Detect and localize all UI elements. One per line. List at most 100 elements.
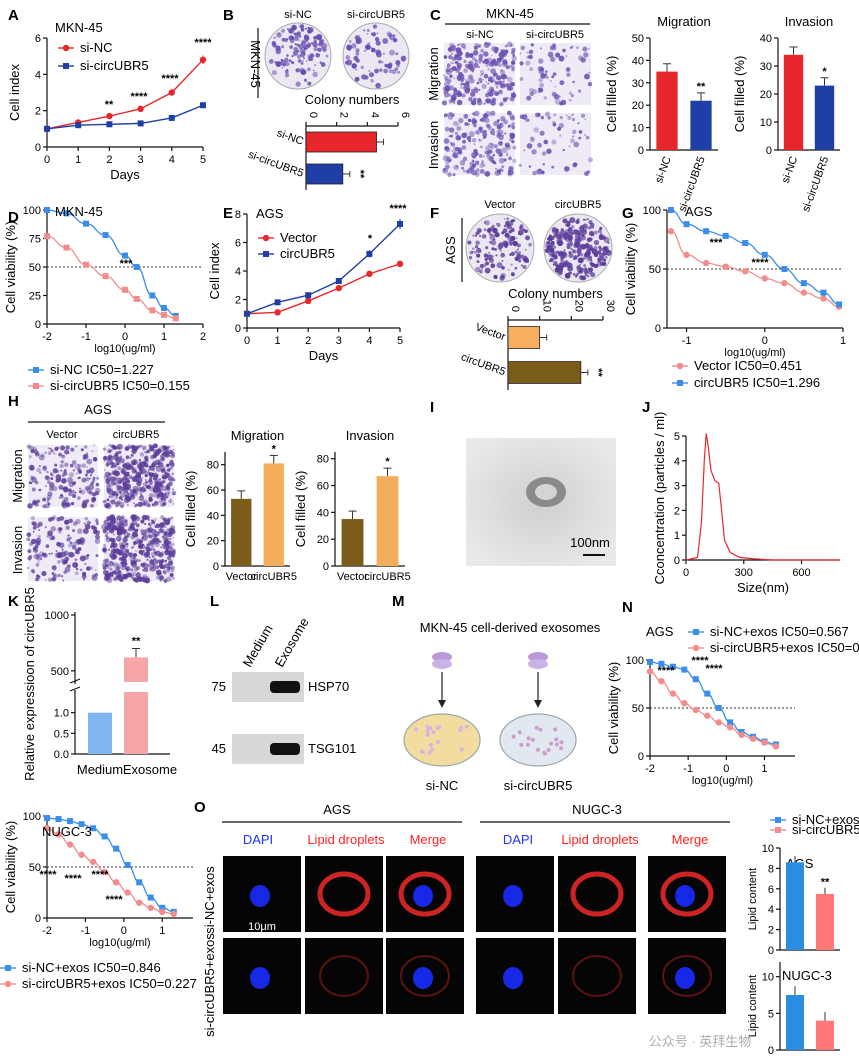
panel-n-point: [715, 705, 722, 711]
panel-e-point: [335, 277, 342, 284]
panel-k-y-tick-label: 1000: [45, 610, 69, 622]
panel-h-micro-mig-vector-cell: [77, 496, 81, 500]
panel-nugc-title: NUGC-3: [42, 824, 92, 839]
panel-b-dish-sinc-colony: [320, 62, 326, 67]
panel-c-micro-inv-sicirc-cell: [584, 133, 587, 136]
panel-b-dish-sinc-colony: [285, 61, 290, 67]
panel-h-micro-inv-circ-cell: [161, 535, 164, 538]
panel-f-dish-vector-colony: [488, 232, 492, 236]
panel-f-dish-vector-colony: [492, 255, 495, 258]
panel-h-micro-inv-circ-cell: [112, 576, 118, 582]
panel-h-micro-inv-vector-cell: [35, 553, 40, 558]
panel-b-dish-sinc-colony: [307, 67, 311, 72]
panel-h-micro-mig-circ-cell: [140, 476, 144, 480]
panel-c-micro-inv-sinc-cell: [496, 119, 500, 122]
panel-a-point: [106, 121, 113, 128]
panel-n-x-tick-label: -2: [645, 763, 655, 775]
panel-c-micro-mig-sinc-cell: [453, 67, 458, 72]
panel-c-micro-inv-sicirc-cell: [570, 138, 575, 144]
panel-d-x-tick-label: 1: [161, 331, 167, 343]
panel-b-dish-sinc-colony: [307, 81, 312, 86]
panel-b-dish-sinc-colony: [299, 67, 305, 73]
panel-n-legend-sinc-swatch: [693, 629, 699, 635]
panel-f-dish-circ-colony: [572, 257, 576, 261]
panel-k-y-tick-label: 1.0: [54, 708, 69, 720]
panel-h-micro-mig-circ-cell: [106, 478, 109, 481]
panel-h-micro-inv-circ-cell: [162, 535, 169, 542]
panel-c-micro-mig-sicirc-cell: [568, 91, 573, 96]
panel-h-micro-inv-vector-cell: [48, 577, 53, 582]
panel-h-micro-mig-circ-cell: [110, 480, 116, 486]
panel-f-dish-vector-colony: [522, 264, 527, 270]
panel-f-dish-circ-colony: [577, 253, 581, 257]
panel-h-micro-mig-circ-cell: [141, 463, 144, 466]
panel-h-micro-mig-vector-cell: [85, 452, 89, 455]
panel-b-dish-sinc-colony: [284, 57, 289, 63]
panel-e-x-tick-label: 2: [305, 335, 311, 347]
panel-n-x-tick-label: 0: [723, 763, 729, 775]
panel-h-micro-mig-circ-cell: [153, 452, 157, 456]
panel-f-dish-vector-colony: [514, 266, 518, 270]
panel-nugc-point: [112, 879, 120, 886]
panel-h-micro-mig-vector-cell: [55, 474, 62, 480]
panel-b-side-label: MKN-45: [248, 40, 263, 88]
panel-j-y-tick-label: 2: [674, 505, 680, 517]
panel-f-dish-vector-colony: [501, 265, 505, 270]
panel-h-micro-mig-circ-cell: [168, 499, 173, 504]
panel-n-point: [715, 719, 722, 726]
panel-c-micro-mig-sinc-cell: [500, 69, 503, 71]
panel-c-micro-inv-sinc-cell: [488, 149, 493, 154]
panel-d-title: MKN-45: [55, 204, 103, 219]
panel-h-micro-mig-vector-cell: [77, 463, 82, 469]
panel-f-dish-vector-colony: [485, 261, 490, 266]
panel-b-dish-sicirc-colony: [397, 70, 400, 74]
panel-h-row-mig: Migration: [10, 449, 25, 502]
panel-c-micro-mig-sicirc-cell: [566, 72, 571, 77]
panel-f-dish-circ-colony: [566, 242, 571, 247]
panel-a-sig: ****: [194, 37, 212, 49]
panel-f-dish-circ-colony: [560, 269, 564, 273]
panel-c-micro-inv-sinc-cell: [453, 146, 458, 152]
panel-h-micro-mig-circ-cell: [115, 451, 120, 456]
panel-f-dish-vector-colony: [524, 248, 527, 251]
panel-c-micro-inv-sinc-cell: [449, 127, 455, 133]
panel-b-dish-sicirc-colony: [361, 74, 367, 80]
panel-c-micro-inv-sinc-cell: [492, 153, 496, 157]
panel-f-dish-circ-colony: [570, 225, 575, 229]
panel-e-point: [335, 284, 342, 292]
panel-g-sig: ***: [710, 237, 724, 249]
panel-h-micro-mig-circ-cell: [156, 465, 159, 469]
panel-c-micro-mig-sinc-cell: [456, 99, 463, 106]
panel-h-micro-mig-vector-cell: [86, 466, 88, 468]
panel-b-dish-sicirc-colony: [362, 29, 366, 32]
panel-f-dish-vector-colony: [518, 251, 522, 254]
panel-e-x-tick-label: 3: [336, 335, 342, 347]
panel-b-dish-sicirc-colony: [379, 68, 383, 72]
panel-h-micro-inv-circ-cell: [132, 556, 136, 560]
panel-c-micro-mig-sinc-cell: [511, 47, 516, 53]
panel-g-point: [742, 268, 749, 275]
panel-h-micro-mig-circ-cell: [163, 450, 170, 457]
panel-c-micro-mig-sinc-cell: [456, 90, 462, 96]
panel-f-dish-circ-colony: [602, 248, 605, 251]
panel-c-micro-mig-sinc-cell: [507, 76, 513, 83]
panel-b-dish-sicirc-colony: [360, 65, 364, 70]
panel-h-micro-mig-vector-cell: [81, 502, 87, 509]
panel-c-micro-inv-sicirc-cell: [539, 130, 545, 136]
panel-h-micro-inv-vector-cell: [72, 529, 76, 533]
panel-o-channel-label: DAPI: [503, 832, 533, 847]
panel-h-micro-inv-circ-cell: [123, 574, 128, 579]
panel-h-micro-inv-circ-cell: [152, 536, 158, 543]
panel-h-micro-mig-circ-cell: [153, 505, 156, 508]
panel-h-micro-mig-circ-cell: [126, 485, 129, 488]
panel-h-micro-inv-circ-cell: [143, 570, 145, 572]
panel-f-dish-vector-colony: [514, 250, 518, 254]
panel-h-micro-mig-vector-cell: [47, 447, 50, 450]
panel-f-dish-vector-colony: [528, 242, 533, 247]
panel-h-micro-mig-circ-cell: [151, 462, 156, 468]
panel-d-point: [172, 315, 179, 322]
panel-b-dish-sicirc-colony: [400, 55, 407, 62]
panel-b-dish-sinc-colony: [300, 28, 305, 32]
panel-b-dish-sicirc-colony: [370, 78, 374, 83]
panel-c-micro-mig-sicirc-cell: [544, 70, 548, 73]
